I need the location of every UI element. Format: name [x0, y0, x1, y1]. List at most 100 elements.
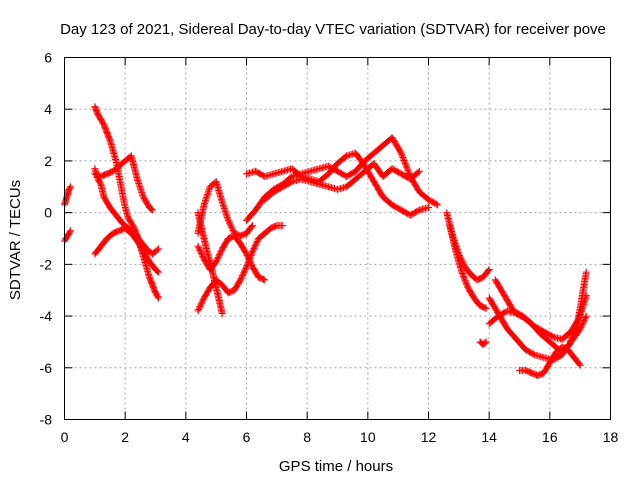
data-point — [582, 312, 590, 320]
data-point — [66, 228, 74, 236]
series-trace-n — [443, 209, 493, 284]
data-point — [137, 186, 145, 194]
series-trace-k — [243, 149, 432, 219]
x-tick-label: 6 — [243, 429, 251, 445]
series-trace-a — [61, 183, 75, 209]
data-point — [217, 248, 225, 256]
data-point — [405, 168, 413, 176]
data-point — [137, 187, 145, 195]
y-tick-label: -2 — [40, 256, 53, 272]
data-point — [249, 247, 257, 255]
plot-frame — [64, 57, 611, 420]
data-point — [205, 186, 213, 194]
data-point — [279, 222, 287, 230]
data-point — [134, 177, 142, 185]
data-point — [213, 256, 221, 264]
y-tick-label: 6 — [44, 50, 52, 66]
data-point — [194, 307, 202, 315]
data-point — [259, 275, 267, 283]
x-tick-label: 18 — [603, 429, 619, 445]
data-point — [223, 212, 231, 220]
x-tick-label: 14 — [481, 429, 497, 445]
data-point — [203, 192, 211, 200]
axis-ticks — [64, 57, 611, 420]
data-point — [66, 184, 74, 192]
data-point — [399, 154, 407, 162]
data-point — [203, 193, 211, 201]
data-point — [249, 222, 257, 230]
data-point — [155, 268, 163, 276]
data-point — [197, 301, 205, 309]
data-point — [403, 165, 411, 173]
series-trace-f — [91, 152, 156, 214]
data-point — [398, 152, 406, 160]
data-point — [582, 268, 590, 276]
data-point — [240, 267, 248, 275]
data-point — [246, 257, 254, 265]
data-point — [238, 272, 246, 280]
data-point — [212, 258, 220, 266]
series-trace-b — [61, 227, 75, 245]
series-trace-m — [261, 160, 423, 204]
y-tick-label: 2 — [44, 153, 52, 169]
data-point — [401, 158, 409, 166]
data-point — [250, 245, 258, 253]
data-point — [138, 190, 146, 198]
data-point — [197, 249, 205, 257]
data-point — [216, 249, 224, 257]
series-trace-c — [91, 103, 163, 302]
grid-lines — [64, 57, 611, 420]
data-point — [218, 198, 226, 206]
data-point — [201, 199, 209, 207]
series-trace-s — [491, 268, 590, 354]
data-point — [198, 298, 206, 306]
data-point — [147, 205, 155, 213]
data-point — [195, 244, 203, 252]
data-point — [155, 245, 163, 253]
data-point — [261, 276, 269, 284]
data-point — [253, 237, 261, 245]
data-point — [481, 339, 489, 347]
data-point — [575, 360, 583, 368]
data-point — [204, 189, 212, 197]
data-point — [218, 309, 226, 317]
data-point — [482, 338, 490, 346]
data-point — [200, 201, 208, 209]
data-point — [482, 304, 490, 312]
x-tick-label: 0 — [61, 429, 69, 445]
data-point — [202, 195, 210, 203]
data-point — [485, 266, 493, 274]
data-point — [135, 180, 143, 188]
data-point — [434, 201, 442, 209]
data-point — [223, 213, 231, 221]
data-point — [225, 218, 233, 226]
data-point — [214, 253, 222, 261]
x-axis-label: GPS time / hours — [279, 458, 393, 475]
data-point — [195, 304, 203, 312]
data-point — [227, 222, 235, 230]
data-point — [222, 210, 230, 218]
data-point — [240, 269, 248, 277]
data-point — [404, 167, 412, 175]
data-point — [221, 206, 229, 214]
data-point — [67, 183, 75, 191]
data-point — [402, 161, 410, 169]
data-point — [133, 175, 141, 183]
y-tick-label: 4 — [44, 101, 52, 117]
data-point — [205, 187, 213, 195]
chart-title: Day 123 of 2021, Sidereal Day-to-day VTE… — [60, 21, 606, 38]
data-point — [401, 159, 409, 167]
data-point — [397, 149, 405, 157]
data-point — [204, 190, 212, 198]
data-point — [399, 155, 407, 163]
data-point — [198, 251, 206, 259]
data-point — [242, 264, 250, 272]
data-point — [134, 178, 142, 186]
data-point — [244, 253, 252, 261]
data-point — [251, 243, 259, 251]
series-trace-i — [194, 178, 257, 240]
data-point — [576, 361, 584, 369]
data-point — [248, 223, 256, 231]
data-point — [202, 196, 210, 204]
data-point — [243, 251, 251, 259]
